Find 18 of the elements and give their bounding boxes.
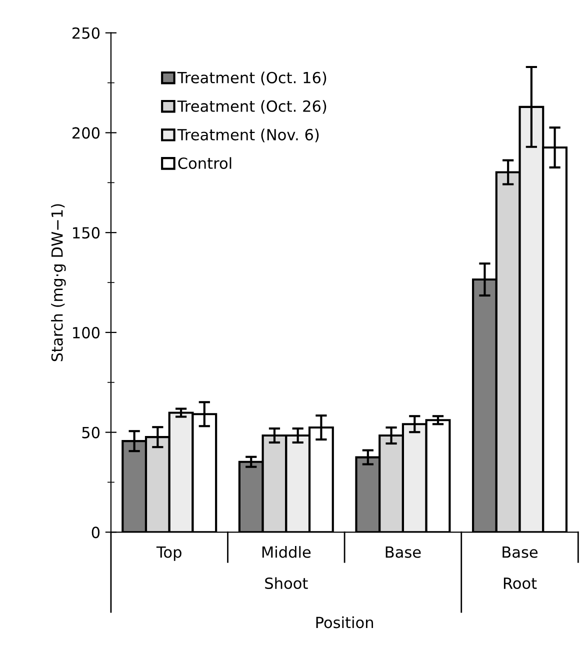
text: Root	[504, 578, 537, 590]
x-tick-label: Middle	[262, 546, 311, 558]
y-tick-label: 150	[73, 227, 100, 239]
text: Shoot	[265, 577, 308, 590]
y-tick-label: 0	[92, 526, 100, 538]
y-axis-title: Starch (mg·g DW−1)	[51, 204, 66, 362]
y-tick-label: 50	[82, 426, 100, 438]
legend-label: Treatment (Nov. 6)	[177, 128, 319, 142]
y-tick-label: 200	[72, 127, 100, 139]
legend-label: Treatment (Oct. 26)	[177, 100, 326, 114]
x-tick-label: Top	[156, 546, 182, 561]
x-axis-title: Position	[316, 616, 373, 628]
y-tick-label: 100	[73, 326, 100, 338]
y-tick-label: 250	[72, 27, 100, 39]
x-tick-label: Base	[386, 546, 421, 558]
legend-label: Treatment (Oct. 16)	[177, 72, 326, 86]
legend-label: Control	[178, 157, 232, 169]
x-tick-label: Base	[502, 546, 538, 558]
